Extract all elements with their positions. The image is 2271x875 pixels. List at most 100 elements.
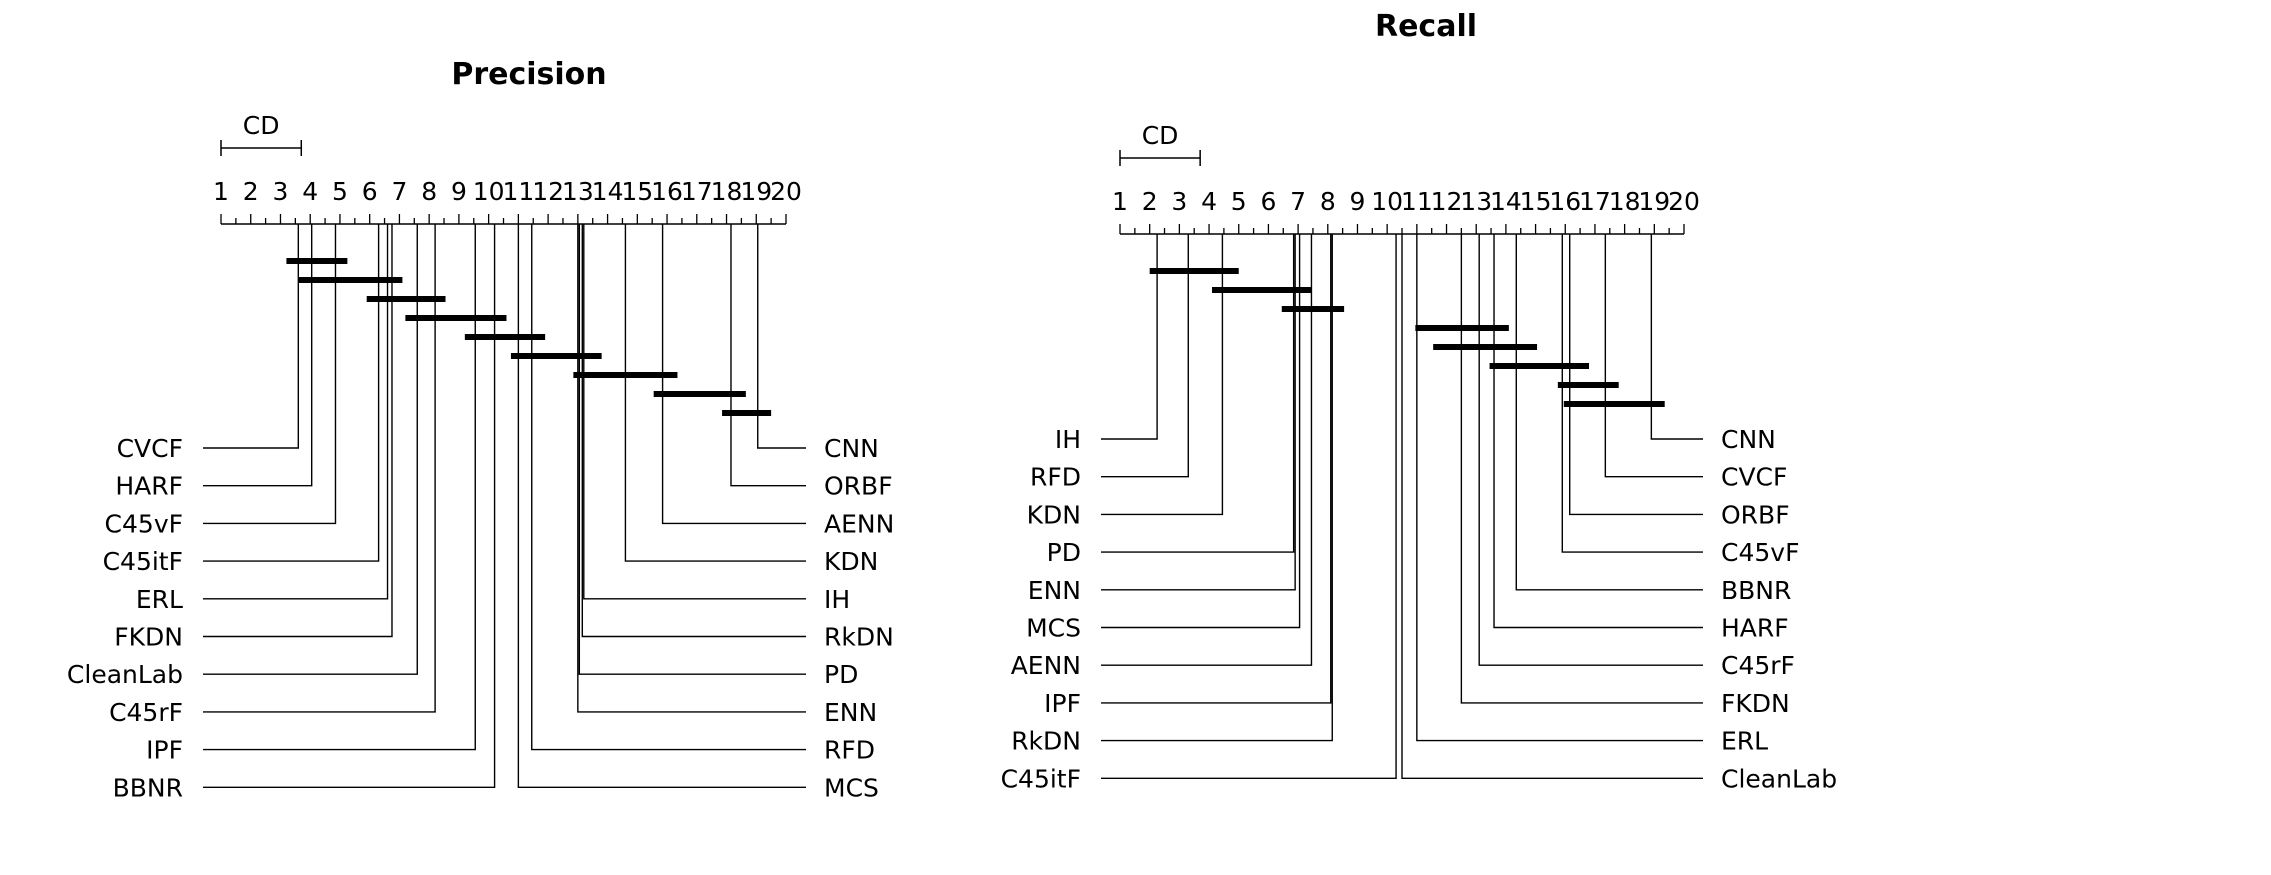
axis-tick-label: 13 [1460, 187, 1492, 216]
axis-tick-label: 10 [473, 177, 505, 206]
method-rank-line [203, 224, 393, 638]
method-rank-line [203, 224, 418, 675]
method-labels: CVCF HARF C45vF C45itF ERL FKDN CleanLab C45rF I… [67, 434, 894, 802]
method-rank-line [1101, 234, 1332, 704]
method-label: PD [824, 660, 858, 689]
method-rank-line [757, 224, 806, 449]
axis-tick-label: 10 [1371, 187, 1403, 216]
method-label: C45vF [105, 509, 183, 538]
method-rank-line [1101, 234, 1333, 742]
method-rank-line [1101, 234, 1158, 440]
method-label: CNN [1721, 425, 1776, 454]
method-rank-line [1416, 234, 1703, 742]
method-rank-line [1101, 234, 1189, 478]
method-label: CleanLab [67, 660, 183, 689]
method-rank-line [203, 224, 476, 751]
axis-tick-label: 8 [1320, 187, 1336, 216]
cd-label: CD [243, 111, 280, 140]
method-label: RFD [824, 736, 875, 765]
axis-tick-label: 3 [1171, 187, 1187, 216]
axis-tick-label: 19 [1638, 187, 1670, 216]
method-rank-line [577, 224, 806, 713]
method-rank-line [581, 224, 806, 638]
method-rank-line [1460, 234, 1703, 704]
panel-title: Recall [1375, 9, 1477, 44]
axis-tick-label: 11 [502, 177, 534, 206]
axis-tick-label: 9 [1350, 187, 1366, 216]
method-label: ENN [824, 698, 877, 727]
method-rank-line [1493, 234, 1703, 629]
method-label: KDN [1027, 500, 1081, 529]
method-labels: IH RFD KDN PD ENN MCS AENN IPF RkDN C45itF CNN CVCF… [1001, 425, 1837, 793]
method-label: CVCF [117, 434, 183, 463]
axis-tick-label: 15 [1520, 187, 1552, 216]
method-rank-line [203, 224, 436, 713]
method-label: IPF [1044, 689, 1081, 718]
axis-tick-label: 5 [1231, 187, 1247, 216]
method-label: PD [1047, 538, 1081, 567]
axis-tick-label: 20 [1668, 187, 1700, 216]
axis-tick-label: 3 [273, 177, 289, 206]
method-label: C45itF [103, 547, 183, 576]
method-label: C45rF [1721, 651, 1795, 680]
axis-tick-label: 6 [1260, 187, 1276, 216]
axis-tick-label: 14 [592, 177, 624, 206]
axis-tick-label: 2 [1142, 187, 1158, 216]
method-rank-line [203, 224, 380, 562]
axis-tick-label: 18 [1609, 187, 1641, 216]
method-label: RFD [1030, 463, 1081, 492]
axis-tick-label: 17 [1579, 187, 1611, 216]
method-label: IH [824, 585, 850, 614]
method-label: FKDN [114, 623, 183, 652]
axis-tick-label: 2 [243, 177, 259, 206]
axis-tick-label: 11 [1401, 187, 1433, 216]
method-rank-line [624, 224, 806, 562]
method-label: IH [1055, 425, 1081, 454]
method-rank-line [1569, 234, 1703, 516]
method-label: RkDN [824, 623, 894, 652]
axis-tick-label: 4 [1201, 187, 1217, 216]
method-label: CNN [824, 434, 879, 463]
method-rank-line [583, 224, 806, 600]
method-label: ORBF [1721, 500, 1790, 529]
cd-label: CD [1142, 121, 1179, 150]
method-rank-line [1101, 234, 1224, 516]
method-rank-line [1604, 234, 1703, 478]
method-label: AENN [1011, 651, 1081, 680]
method-rank-line [1650, 234, 1703, 440]
axis-tick-label: 16 [1549, 187, 1581, 216]
method-rank-line [661, 224, 806, 525]
method-label: FKDN [1721, 689, 1790, 718]
method-rank-line [203, 224, 300, 449]
method-label: CleanLab [1721, 764, 1837, 793]
method-label: ENN [1028, 576, 1081, 605]
method-label: HARF [1721, 614, 1789, 643]
method-label: C45itF [1001, 764, 1081, 793]
method-label: AENN [824, 509, 894, 538]
method-label: C45rF [109, 698, 183, 727]
method-label: RkDN [1011, 727, 1081, 756]
method-rank-line [203, 224, 313, 487]
method-label: IPF [146, 736, 183, 765]
panel-title: Precision [451, 57, 606, 92]
method-rank-line [1478, 234, 1703, 666]
axis-tick-label: 17 [681, 177, 713, 206]
axis-tick-label: 4 [302, 177, 318, 206]
method-label: ERL [1721, 727, 1768, 756]
method-rank-line [1101, 234, 1301, 629]
rank-lines [1101, 150, 1703, 779]
axis-tick-label: 7 [391, 177, 407, 206]
method-label: BBNR [1721, 576, 1791, 605]
method-label: ORBF [824, 472, 893, 501]
axis-tick-label: 5 [332, 177, 348, 206]
axis-tick-label: 15 [621, 177, 653, 206]
method-rank-line [203, 224, 389, 600]
method-rank-line [517, 224, 806, 788]
axis-tick-label: 13 [562, 177, 594, 206]
method-label: MCS [824, 773, 879, 802]
recall-panel: Recall CD 1 2 3 4 5 6 7 8 9 101112131415161718192… [1001, 9, 1837, 793]
method-rank-line [1101, 234, 1397, 779]
